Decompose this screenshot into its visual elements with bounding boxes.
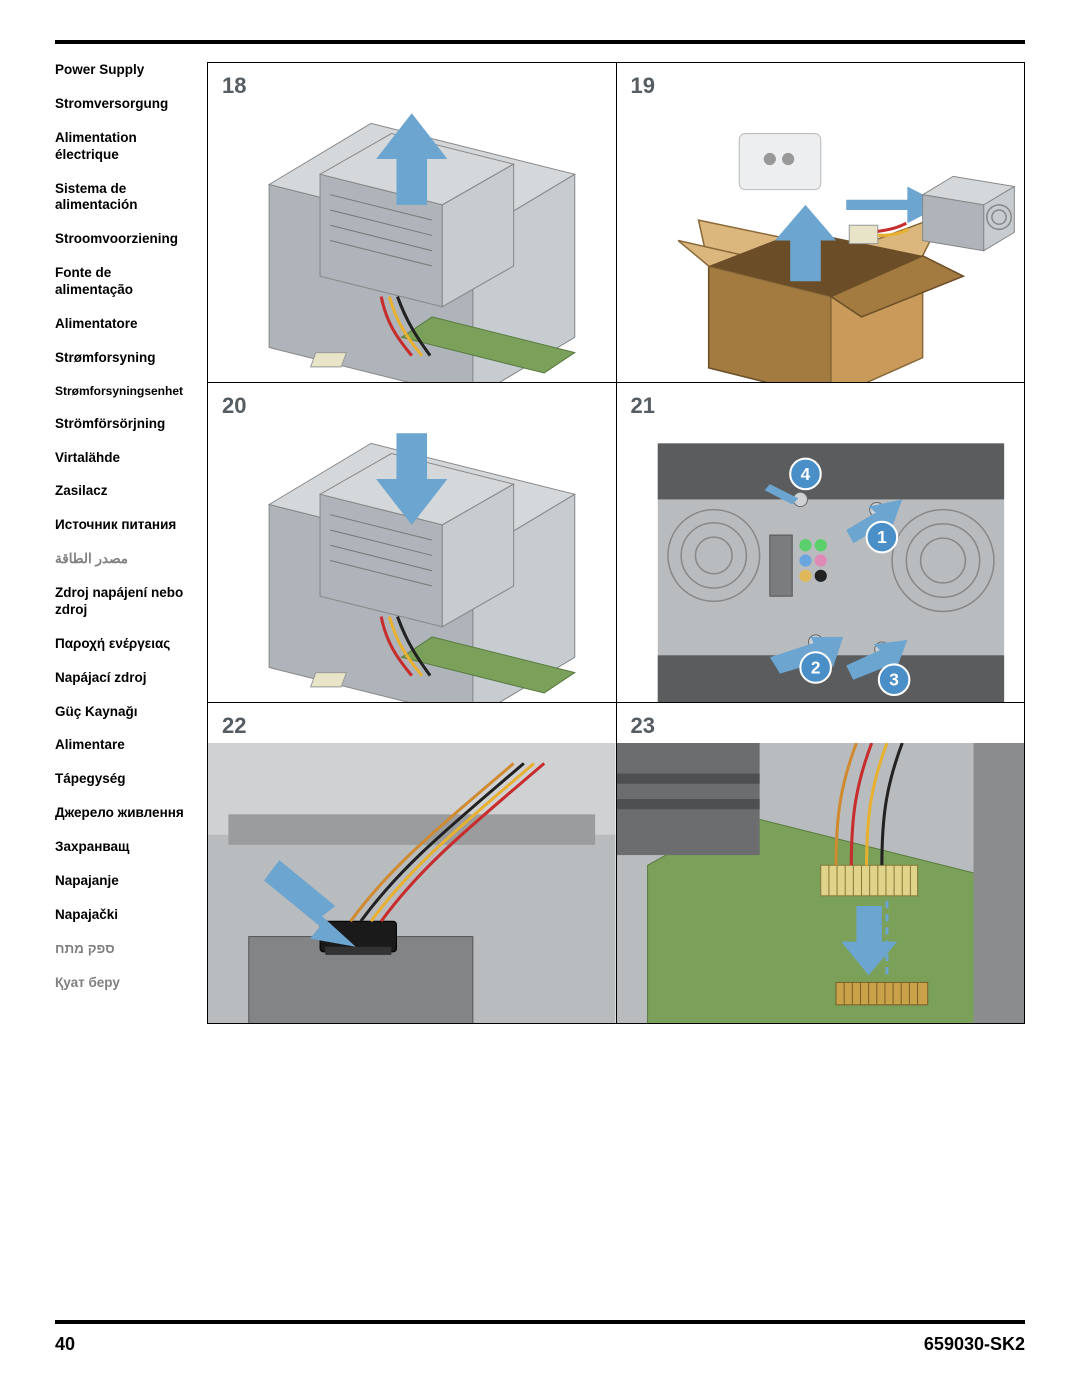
sidebar-item: Alimentare xyxy=(55,737,193,754)
sidebar-item: Alimentatore xyxy=(55,316,193,333)
sidebar-item: Tápegység xyxy=(55,771,193,788)
badge-3: 3 xyxy=(878,664,909,695)
svg-text:2: 2 xyxy=(810,658,820,678)
step-23: 23 xyxy=(617,703,1025,1023)
atx-plug-illustration xyxy=(617,743,1025,1023)
grid-row: 18 xyxy=(208,63,1024,383)
sidebar-item: Strömförsörjning xyxy=(55,416,193,433)
page-number: 40 xyxy=(55,1334,75,1355)
svg-text:3: 3 xyxy=(889,670,899,690)
step-18: 18 xyxy=(208,63,617,382)
step-21: 21 xyxy=(617,383,1025,702)
top-rule xyxy=(55,40,1025,44)
badge-4: 4 xyxy=(790,459,821,490)
step-number: 19 xyxy=(631,73,1011,99)
document-code: 659030-SK2 xyxy=(924,1334,1025,1355)
sidebar-item: Sistema de alimentación xyxy=(55,181,193,215)
sidebar-item: Power Supply xyxy=(55,62,193,79)
footer: 40 659030-SK2 xyxy=(55,1320,1025,1355)
psu-insert-illustration xyxy=(208,423,616,702)
sidebar-item: Strømforsyningsenhet xyxy=(55,384,193,399)
sidebar-item: Virtalähde xyxy=(55,450,193,467)
sidebar-item: Napájací zdroj xyxy=(55,670,193,687)
psu-remove-illustration xyxy=(208,103,616,382)
badge-1: 1 xyxy=(866,522,897,553)
step-number: 23 xyxy=(631,713,1011,739)
sidebar-item: Alimentation électrique xyxy=(55,130,193,164)
sidebar-item: Fonte de alimentação xyxy=(55,265,193,299)
sidebar-item: Napajanje xyxy=(55,873,193,890)
content: Power Supply Stromversorgung Alimentatio… xyxy=(55,62,1025,1024)
sidebar-item: ספק מתח xyxy=(55,941,193,958)
bottom-rule xyxy=(55,1320,1025,1324)
unbox-illustration xyxy=(617,103,1025,382)
sata-plug-illustration xyxy=(208,743,616,1023)
step-number: 21 xyxy=(631,393,1011,419)
grid-row: 20 xyxy=(208,383,1024,703)
sidebar-item: Источник питания xyxy=(55,517,193,534)
step-number: 18 xyxy=(222,73,602,99)
sidebar-item: Захранващ xyxy=(55,839,193,856)
sidebar-item: Zdroj napájení nebo zdroj xyxy=(55,585,193,619)
step-number: 22 xyxy=(222,713,602,739)
sidebar-item: Napajački xyxy=(55,907,193,924)
sidebar-item: Қуат беру xyxy=(55,975,193,992)
badge-2: 2 xyxy=(800,652,831,683)
sidebar-item: Джерело живлення xyxy=(55,805,193,822)
svg-text:1: 1 xyxy=(877,527,887,547)
screw-location-illustration: 1 4 2 3 xyxy=(617,423,1025,702)
sidebar-item: Zasilacz xyxy=(55,483,193,500)
sidebar-item: Παροχή ενέργειας xyxy=(55,636,193,653)
step-number: 20 xyxy=(222,393,602,419)
step-20: 20 xyxy=(208,383,617,702)
sidebar-item: مصدر الطاقة xyxy=(55,551,193,568)
sidebar-item: Stroomvoorziening xyxy=(55,231,193,248)
grid-row: 22 xyxy=(208,703,1024,1023)
step-grid: 18 xyxy=(207,62,1025,1024)
svg-text:4: 4 xyxy=(800,464,810,484)
sidebar-item: Strømforsyning xyxy=(55,350,193,367)
sidebar: Power Supply Stromversorgung Alimentatio… xyxy=(55,62,193,1024)
sidebar-item: Güç Kaynağı xyxy=(55,704,193,721)
step-19: 19 xyxy=(617,63,1025,382)
step-22: 22 xyxy=(208,703,617,1023)
sidebar-item: Stromversorgung xyxy=(55,96,193,113)
